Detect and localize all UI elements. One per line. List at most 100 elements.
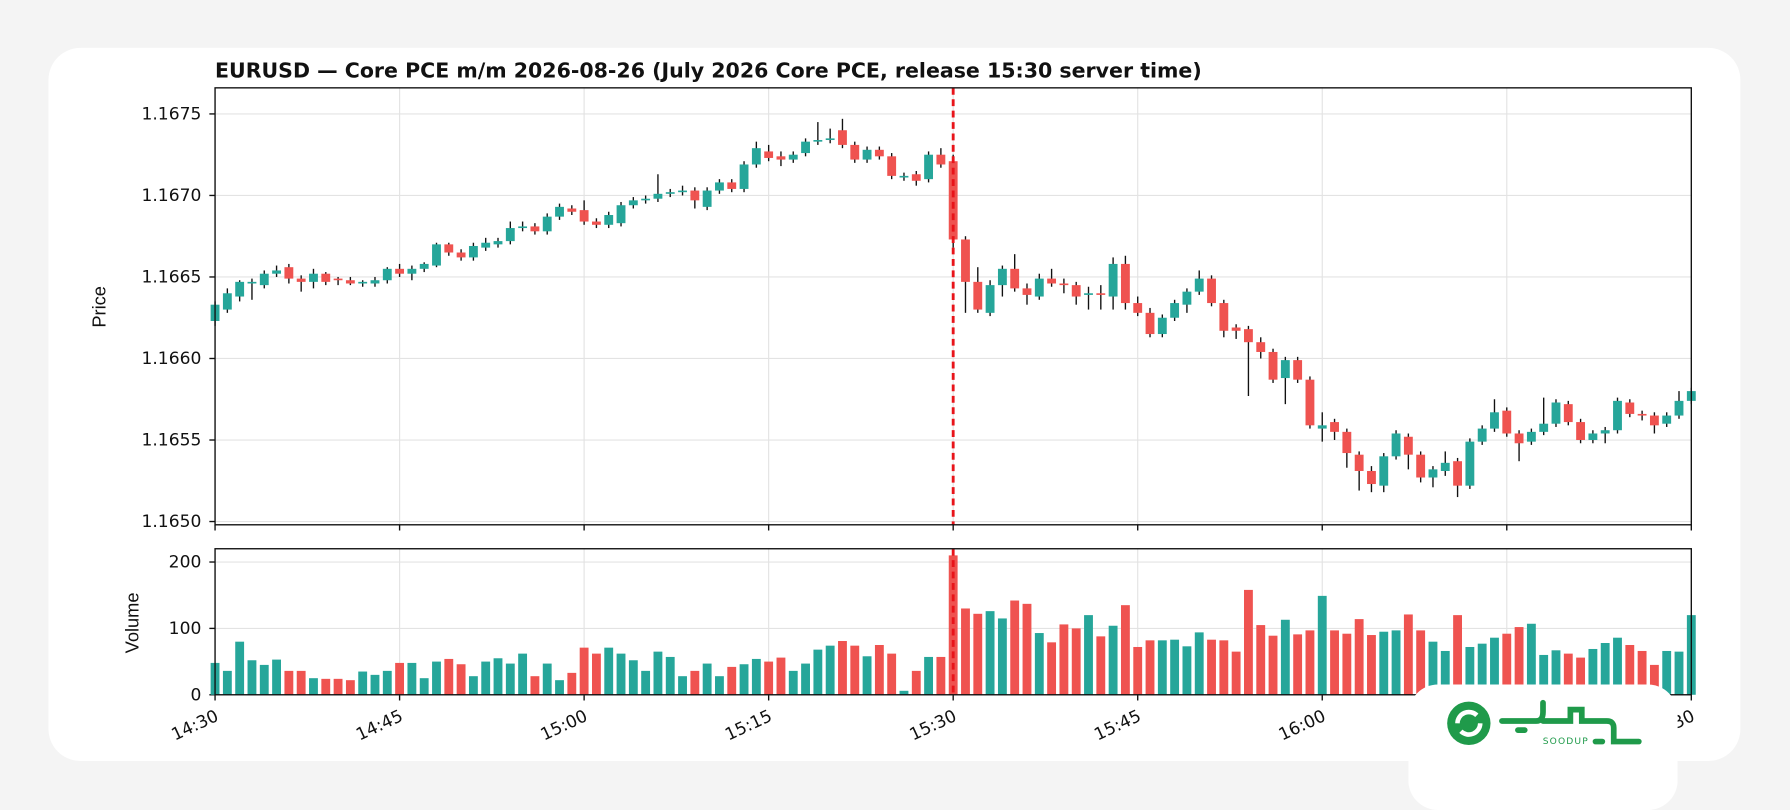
volume-bar xyxy=(678,676,687,695)
candle-body xyxy=(382,268,392,281)
watermark-text: SOODUP xyxy=(1543,737,1589,747)
candle-body xyxy=(887,156,897,176)
candle-body xyxy=(1490,412,1499,429)
candle-body xyxy=(432,244,441,266)
candle-body xyxy=(505,228,515,242)
candle-body xyxy=(1096,293,1106,295)
volume-axis-label: Volume xyxy=(122,592,143,653)
volume-bar xyxy=(1108,625,1118,695)
volume-bar xyxy=(259,664,269,695)
candle-body xyxy=(1108,263,1118,297)
volume-bar xyxy=(776,657,786,695)
candle-body xyxy=(690,190,700,201)
volume-bar xyxy=(407,662,417,695)
volume-bar xyxy=(1170,639,1180,695)
volume-bar xyxy=(911,670,921,695)
candle-body xyxy=(419,263,429,269)
candle-body xyxy=(628,200,638,206)
candle-body xyxy=(641,198,651,201)
candle-body xyxy=(1416,454,1426,478)
volume-bar xyxy=(862,656,872,695)
candle-body xyxy=(764,151,774,158)
candle-body xyxy=(1403,436,1413,455)
chart-title: EURUSD — Core PCE m/m 2026-08-26 (July 2… xyxy=(215,59,1202,83)
volume-bar xyxy=(948,555,958,695)
volume-bar xyxy=(1477,643,1487,695)
volume-bar xyxy=(1440,650,1450,695)
candle-body xyxy=(1637,413,1647,416)
candle-body xyxy=(1305,379,1315,426)
volume-bar xyxy=(419,678,429,695)
volume-bar xyxy=(333,678,343,695)
watermark-icon xyxy=(1447,701,1491,745)
volume-bar xyxy=(505,663,515,695)
candle-body xyxy=(1453,461,1462,486)
candle-body xyxy=(1022,288,1032,295)
volume-bar xyxy=(727,666,737,695)
candle-body xyxy=(1157,317,1167,335)
volume-bar xyxy=(604,647,614,695)
volume-bar xyxy=(961,608,970,695)
volume-bar xyxy=(1330,630,1339,695)
candle-body xyxy=(1342,431,1352,454)
volume-bar xyxy=(481,661,491,695)
candle-body xyxy=(1391,433,1401,457)
candle-body xyxy=(321,273,331,282)
candle-body xyxy=(1133,303,1143,313)
volume-bar xyxy=(1182,646,1192,695)
candle-body xyxy=(567,208,577,212)
candle-body xyxy=(1219,303,1229,331)
volume-bar xyxy=(1120,605,1130,695)
candle-body xyxy=(309,273,318,282)
volume-bar xyxy=(1354,619,1364,695)
candle-body xyxy=(444,244,454,253)
candle-body xyxy=(997,268,1007,286)
candle-body xyxy=(751,148,761,165)
candle-body xyxy=(604,215,614,225)
candle-body xyxy=(1477,428,1487,442)
volume-bar xyxy=(1551,650,1561,695)
candle-body xyxy=(1293,360,1303,380)
candle-body xyxy=(1588,433,1598,441)
candle-body xyxy=(1662,415,1672,424)
volume-bar xyxy=(1662,650,1672,695)
candle-body xyxy=(776,156,786,160)
volume-frame xyxy=(214,548,1692,696)
candle-body xyxy=(259,273,269,286)
candle-body xyxy=(542,216,552,232)
volume-bar xyxy=(850,645,860,695)
candle-body xyxy=(616,205,626,224)
volume-bar xyxy=(1084,615,1093,695)
candle-body xyxy=(850,144,860,160)
volume-bar xyxy=(1256,625,1266,695)
volume-bar xyxy=(542,663,552,695)
volume-bar xyxy=(382,670,392,695)
candle-body xyxy=(518,226,528,229)
candle-body xyxy=(1649,415,1659,426)
candle-body xyxy=(1526,431,1536,442)
candle-body xyxy=(1084,293,1093,295)
candle-body xyxy=(1059,283,1069,286)
candle-body xyxy=(739,164,749,189)
volume-bar xyxy=(1096,636,1106,695)
volume-bar xyxy=(1649,664,1659,695)
volume-bar xyxy=(1613,637,1622,695)
volume-bar xyxy=(284,670,294,695)
volume-bar xyxy=(1317,595,1327,695)
candle-body xyxy=(555,206,564,217)
volume-bar xyxy=(973,613,983,695)
candle-body xyxy=(788,154,798,160)
volume-bar xyxy=(1244,589,1253,695)
volume-bar xyxy=(1416,630,1426,695)
volume-bar xyxy=(1600,643,1610,695)
candle-body xyxy=(456,252,466,258)
candle-body xyxy=(272,270,281,274)
candle-body xyxy=(678,190,687,193)
candle-body xyxy=(579,210,589,222)
volume-bar xyxy=(1207,639,1216,695)
volume-bar xyxy=(567,672,577,695)
candle-body xyxy=(1071,285,1081,297)
volume-bar xyxy=(1637,650,1647,695)
volume-bar xyxy=(997,618,1007,695)
